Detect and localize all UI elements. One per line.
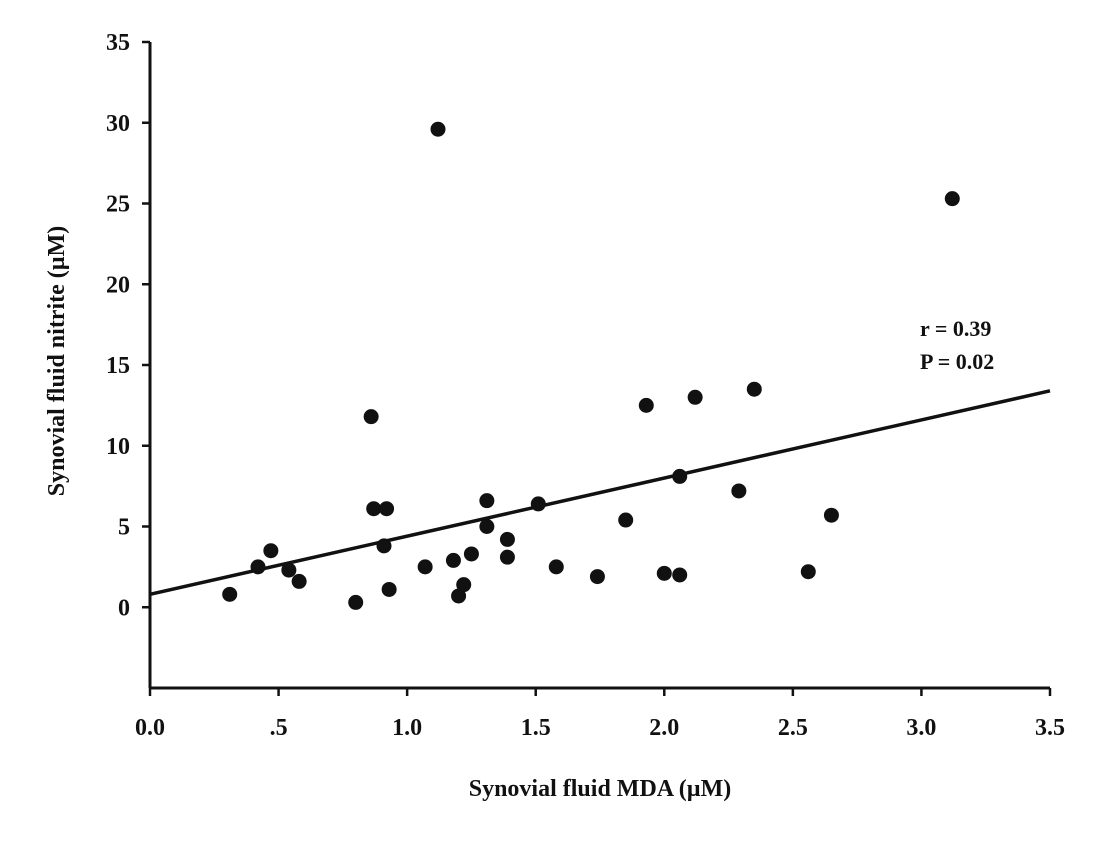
data-point (823, 507, 839, 523)
data-point (381, 581, 397, 597)
data-point (291, 573, 307, 589)
x-tick-label: 2.5 (778, 715, 808, 741)
y-tick-label: 20 (106, 272, 130, 298)
y-tick-label: 30 (106, 111, 130, 137)
data-point (656, 565, 672, 581)
data-point (363, 409, 379, 425)
plot-area: 0 5 10 15 20 25 30 35 0.0 .5 1.0 1.5 2.0 2.5 3.0 3.5 (106, 30, 1065, 741)
data-point (499, 549, 515, 565)
y-tick-label: 15 (106, 353, 130, 379)
y-axis-title: Synovial fluid nitrite (µM) (44, 226, 70, 497)
x-tick-label: 0.0 (135, 715, 165, 741)
data-point (348, 594, 364, 610)
data-point (800, 564, 816, 580)
data-point (589, 569, 605, 585)
y-tick-label: 35 (106, 30, 130, 56)
data-point (463, 546, 479, 562)
y-tick-label: 5 (118, 515, 130, 541)
data-point (687, 389, 703, 405)
y-tick-label: 0 (118, 595, 130, 621)
y-tick-label: 25 (106, 192, 130, 218)
x-tick-label: 2.0 (649, 715, 679, 741)
data-point (250, 559, 266, 575)
x-tick-label: 3.0 (906, 715, 936, 741)
data-point (618, 512, 634, 528)
data-point (638, 397, 654, 413)
data-point (672, 567, 688, 583)
data-point (499, 531, 515, 547)
data-point (944, 191, 960, 207)
data-point (379, 501, 395, 517)
data-point (530, 496, 546, 512)
x-tick-label: 1.5 (521, 715, 551, 741)
data-point (479, 519, 495, 534)
data-point (417, 559, 433, 575)
x-tick-label: 1.0 (392, 715, 422, 741)
data-point (445, 552, 461, 568)
y-tick-label: 10 (106, 434, 130, 460)
x-tick-label: 3.5 (1035, 715, 1065, 741)
p-value-annotation: P = 0.02 (920, 349, 994, 374)
data-point (746, 381, 762, 397)
regression-line (149, 389, 1051, 597)
correlation-annotation: r = 0.39 (920, 316, 991, 341)
x-axis-title: Synovial fluid MDA (µM) (469, 776, 732, 802)
x-tick-label: .5 (270, 715, 288, 741)
data-point (479, 493, 495, 509)
data-point (548, 559, 564, 575)
data-point (731, 483, 747, 499)
data-point (456, 577, 472, 593)
data-point (263, 543, 279, 559)
data-point (222, 586, 238, 602)
data-point (376, 538, 392, 554)
data-point (451, 588, 467, 604)
data-point (672, 468, 688, 484)
data-point (281, 562, 297, 578)
data-point (366, 501, 382, 517)
data-point (430, 121, 446, 137)
